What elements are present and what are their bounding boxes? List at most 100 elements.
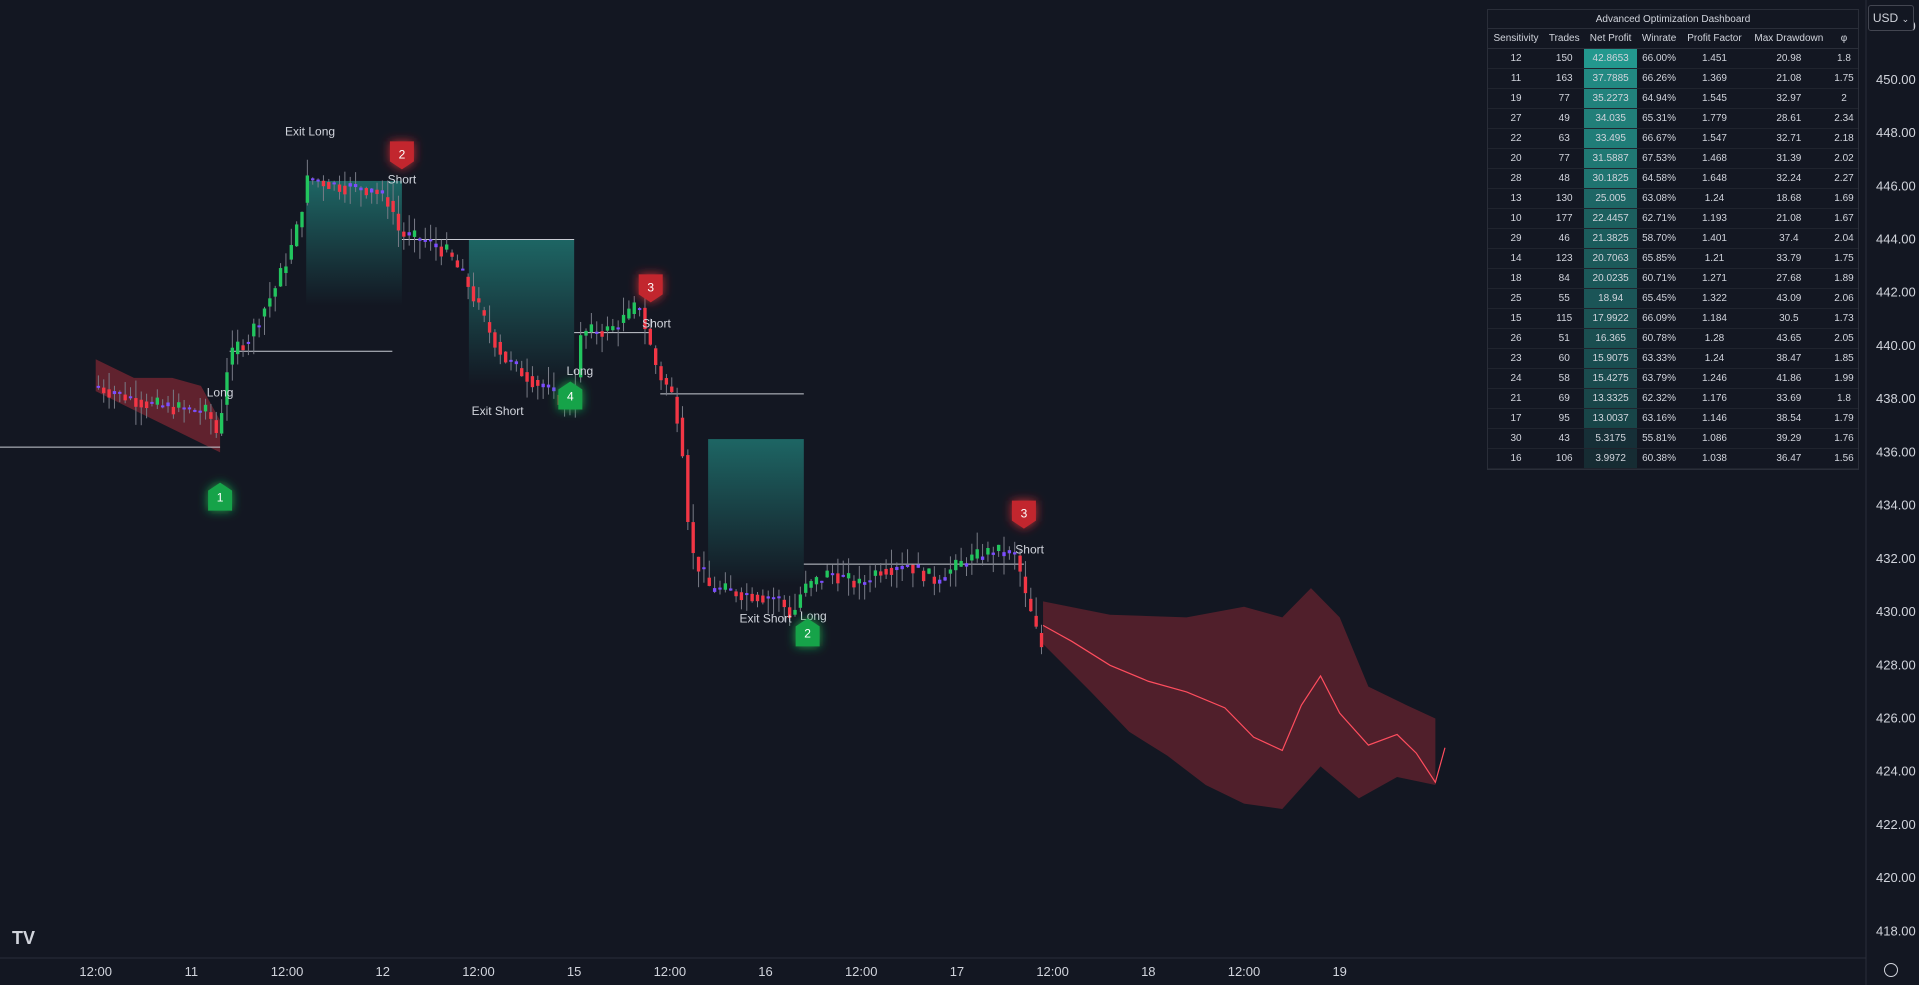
candle-body [359,187,363,191]
candle [686,449,690,531]
candle [219,399,224,437]
time-axis[interactable]: 12:00 11 12:00 12 12:00 15 12:00 16 12:00 17 12:00… [79,964,1347,979]
candle-body [1039,632,1044,648]
candle [627,300,631,321]
table-cell: 29 [1488,228,1545,249]
candle [353,172,358,193]
candle [932,566,937,596]
candle-body [804,583,808,593]
candle-body [739,592,744,601]
candle-body [514,361,519,365]
candle [257,318,261,338]
gear-icon[interactable] [1884,963,1898,977]
candle-body [787,607,792,618]
net-profit-cell: 17.9922 [1584,308,1637,329]
candle [412,218,417,253]
candle [552,372,556,399]
table-cell: 28 [1488,168,1545,189]
candle-body [380,190,385,194]
candle [1034,597,1038,629]
candle-body [241,345,245,351]
candle-body [959,560,963,567]
candle [675,387,679,433]
net-profit-cell: 20.0235 [1584,268,1637,289]
candle-body [889,567,894,575]
currency-button[interactable]: USD ⌄ [1868,5,1914,31]
table-cell: 43.09 [1747,288,1830,309]
candle-body [578,335,583,378]
candle [455,254,460,268]
table-cell: 36.47 [1747,448,1830,469]
candle-body [884,568,888,575]
price-axis[interactable]: 452.00450.00448.00446.00444.00442.00440.… [1876,19,1916,939]
candle-body [262,308,267,317]
table-cell: 38.47 [1747,348,1830,369]
candle [343,171,347,203]
candle [836,558,840,592]
time-tick-label: 19 [1332,964,1346,979]
candle [852,575,856,595]
candle [284,253,288,287]
candle [348,176,352,204]
table-cell: 15 [1488,308,1545,329]
candle-body [964,563,969,567]
candle-body [541,383,545,388]
candle [214,411,218,438]
candle [1039,624,1044,655]
table-cell: 43 [1544,428,1585,449]
time-tick-label: 12:00 [845,964,878,979]
candle-body [294,224,299,247]
net-profit-cell: 16.365 [1584,328,1637,349]
candle [477,287,481,310]
candle-body [198,410,202,413]
candle-body [412,230,417,237]
table-cell: 43.65 [1747,328,1830,349]
candle-body [160,405,165,408]
table-row: 16 106 3.9972 60.38% 1.038 36.47 1.56 [1488,448,1858,469]
dashboard-header-cell: Trades [1544,29,1585,49]
table-cell: 2.02 [1829,148,1858,169]
table-cell: 18 [1488,268,1545,289]
table-cell: 51 [1544,328,1585,349]
candle [873,563,878,588]
candle [905,549,910,568]
signal-label: Exit Long [285,125,335,139]
candle-body [236,341,240,355]
candle [461,259,465,271]
dashboard-header-cell: Sensitivity [1488,29,1545,49]
candle [364,186,368,199]
candle-body [659,366,663,381]
candle [252,318,256,355]
candle-body [921,570,926,582]
net-profit-cell: 15.4275 [1584,368,1637,389]
candle-body [793,609,797,615]
candle-body [284,266,288,274]
candle [107,372,111,409]
candle-body [439,246,444,257]
candle [862,575,867,600]
candle-body [150,401,154,404]
candle [600,323,604,353]
table-cell: 17 [1488,408,1545,429]
badge-label: 4 [567,390,574,404]
candle-body [493,332,497,348]
candle-body [311,178,315,181]
table-cell: 12 [1488,48,1545,69]
dashboard-header-cell: Profit Factor [1681,29,1748,49]
candle-body [948,569,953,574]
candle [128,387,133,401]
table-cell: 1.779 [1681,108,1748,129]
table-cell: 13 [1488,188,1545,209]
candle [921,567,926,587]
candle [814,575,819,592]
price-tick-label: 424.00 [1876,764,1916,779]
table-cell: 65.85% [1636,248,1682,269]
candle-body [477,298,481,303]
table-cell: 2 [1829,88,1858,109]
candle [584,328,588,349]
candle [798,586,803,612]
table-cell: 32.24 [1747,168,1830,189]
table-row: 14 123 20.7063 65.85% 1.21 33.79 1.75 [1488,248,1858,269]
candle [739,587,744,610]
